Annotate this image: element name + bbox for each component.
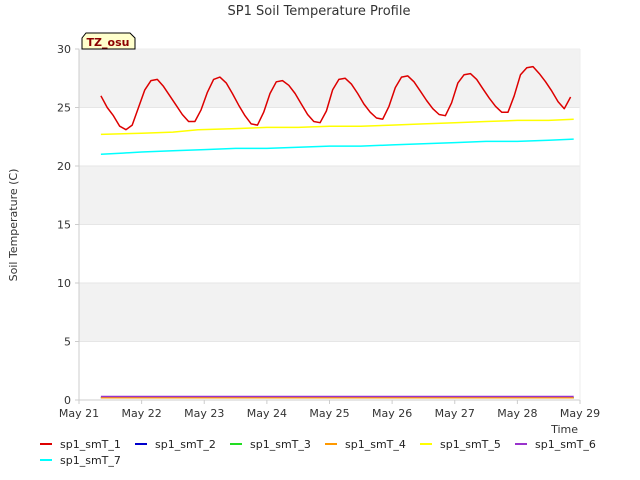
legend-swatch xyxy=(40,443,52,445)
x-axis-label: Time xyxy=(550,423,578,436)
plot-band xyxy=(79,166,580,225)
y-tick-label: 0 xyxy=(64,394,71,407)
legend-item-sp1_smT_5: sp1_smT_5 xyxy=(420,436,501,452)
legend-label: sp1_smT_2 xyxy=(155,437,216,451)
legend-label: sp1_smT_7 xyxy=(60,453,121,467)
tz-badge: TZ_osu xyxy=(81,32,136,50)
tz-badge-text: TZ_osu xyxy=(87,36,130,49)
tz-badge-shape xyxy=(81,32,136,50)
legend-label: sp1_smT_6 xyxy=(535,437,596,451)
legend-item-sp1_smT_4: sp1_smT_4 xyxy=(325,436,406,452)
legend-swatch xyxy=(230,443,242,445)
legend-label: sp1_smT_3 xyxy=(250,437,311,451)
x-tick-label: May 26 xyxy=(372,407,412,420)
x-tick-label: May 21 xyxy=(59,407,99,420)
legend-label: sp1_smT_4 xyxy=(345,437,406,451)
plot-band xyxy=(79,283,580,342)
y-tick-label: 15 xyxy=(57,219,71,232)
x-tick-labels: May 21 May 22 May 23 May 24 May 25 May 26 May … xyxy=(59,400,600,420)
x-tick-label: May 25 xyxy=(309,407,349,420)
y-axis-label: Soil Temperature (C) xyxy=(7,169,20,282)
legend-swatch xyxy=(135,443,147,445)
series-lines xyxy=(100,65,574,399)
legend-label: sp1_smT_1 xyxy=(60,437,121,451)
legend-item-sp1_smT_3: sp1_smT_3 xyxy=(230,436,311,452)
x-tick-label: May 29 xyxy=(560,407,600,420)
legend-item-sp1_smT_1: sp1_smT_1 xyxy=(40,436,121,452)
x-tick-label: May 22 xyxy=(122,407,162,420)
legend-item-sp1_smT_2: sp1_smT_2 xyxy=(135,436,216,452)
legend-swatch xyxy=(420,443,432,445)
y-tick-label: 20 xyxy=(57,160,71,173)
legend-item-sp1_smT_6: sp1_smT_6 xyxy=(515,436,596,452)
series-line-sp1_smT_1 xyxy=(100,65,572,131)
series-line-sp1_smT_7 xyxy=(100,138,574,156)
plot-band xyxy=(79,49,580,108)
x-tick-label: May 24 xyxy=(247,407,287,420)
x-tick-label: May 27 xyxy=(435,407,475,420)
y-tick-label: 10 xyxy=(57,277,71,290)
legend-label: sp1_smT_5 xyxy=(440,437,501,451)
y-tick-label: 25 xyxy=(57,102,71,115)
y-tick-labels: 0 5 10 15 20 25 30 xyxy=(57,43,79,407)
legend-swatch xyxy=(515,443,527,445)
y-tick-label: 5 xyxy=(64,336,71,349)
series-line-sp1_smT_5 xyxy=(100,118,574,136)
legend-swatch xyxy=(325,443,337,445)
x-tick-label: May 28 xyxy=(497,407,537,420)
legend-item-sp1_smT_7: sp1_smT_7 xyxy=(40,452,121,468)
y-tick-label: 30 xyxy=(57,43,71,56)
x-tick-label: May 23 xyxy=(184,407,224,420)
legend-swatch xyxy=(40,459,52,461)
chart-title: SP1 Soil Temperature Profile xyxy=(228,4,411,19)
